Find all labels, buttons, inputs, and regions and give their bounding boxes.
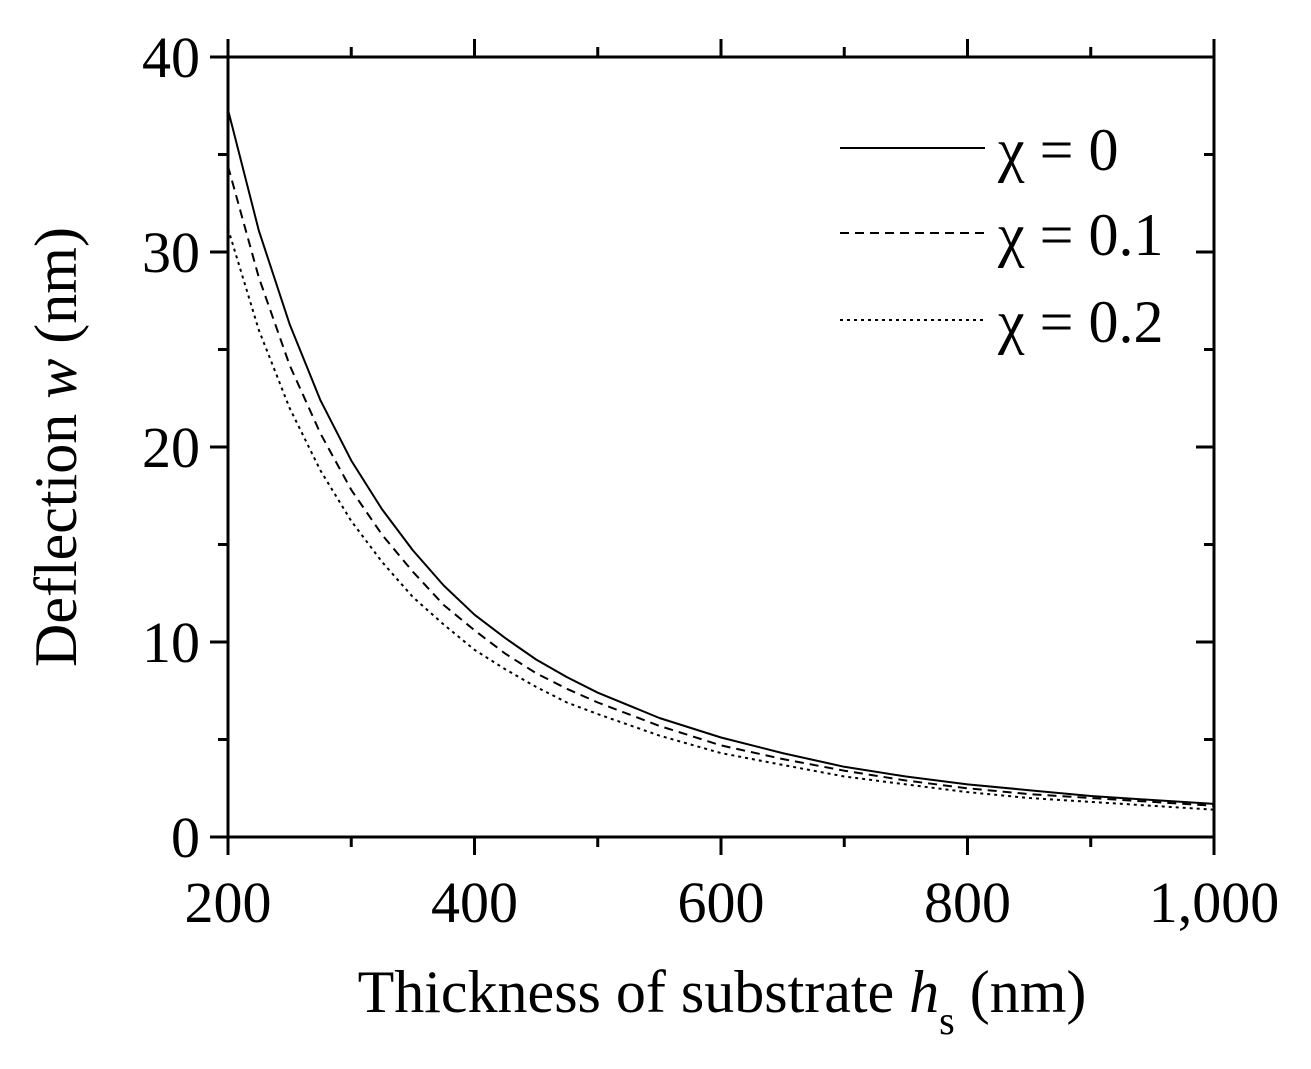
y-tick-label: 30 — [142, 220, 200, 285]
series-line-1 — [227, 165, 1215, 807]
axis-ticks — [210, 39, 1216, 855]
y-tick-label: 40 — [142, 25, 200, 90]
y-tick-label: 0 — [171, 805, 200, 870]
x-axis-label: Thickness of substrate — [358, 959, 895, 1025]
x-tick-label: 400 — [431, 870, 518, 935]
y-axis-label: Deflection — [23, 414, 89, 667]
x-tick-label: 800 — [924, 870, 1011, 935]
y-tick-label: 20 — [142, 415, 200, 480]
x-tick-label: 200 — [185, 870, 272, 935]
x-tick-label: 600 — [678, 870, 765, 935]
x-axis-subscript: s — [939, 998, 955, 1043]
y-axis-symbol: w — [23, 359, 89, 399]
y-axis-unit: (nm) — [23, 227, 89, 344]
series-line-2 — [227, 228, 1215, 811]
series-line-0 — [227, 109, 1215, 805]
legend-label-0: χ = 0 — [997, 117, 1118, 183]
x-axis-title: Thickness of substrate hs (nm) — [358, 959, 1087, 1047]
tick-labels: 200 400 600 800 1,000 0 10 20 30 40 — [142, 25, 1279, 935]
y-tick-label: 10 — [142, 610, 200, 675]
x-axis-symbol: h — [909, 959, 939, 1025]
legend-label-2: χ = 0.2 — [997, 289, 1163, 355]
legend-label-1: χ = 0.1 — [997, 202, 1163, 268]
data-series — [227, 109, 1215, 811]
y-axis-title: Deflection w (nm) — [23, 227, 89, 667]
x-tick-label: 1,000 — [1149, 870, 1280, 935]
x-axis-unit: (nm) — [970, 959, 1087, 1025]
legend: χ = 0 χ = 0.1 χ = 0.2 — [840, 117, 1163, 355]
